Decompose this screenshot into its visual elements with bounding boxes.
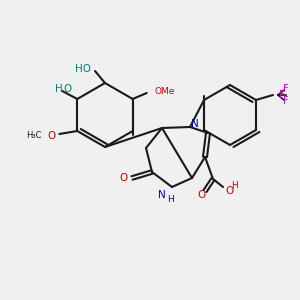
Text: O: O (225, 186, 233, 196)
Text: H₃C: H₃C (26, 131, 41, 140)
Text: F: F (279, 90, 285, 100)
Text: HO: HO (75, 64, 91, 74)
Text: F: F (283, 96, 289, 106)
Text: O: O (47, 131, 56, 141)
Text: N: N (158, 190, 166, 200)
Text: N: N (191, 119, 199, 129)
Text: O: O (63, 84, 71, 94)
Text: H: H (232, 182, 238, 190)
Text: O: O (197, 190, 205, 200)
Text: OMe: OMe (155, 86, 175, 95)
Text: O: O (120, 173, 128, 183)
Text: H: H (167, 194, 173, 203)
Text: F: F (283, 84, 289, 94)
Text: H: H (56, 84, 63, 94)
